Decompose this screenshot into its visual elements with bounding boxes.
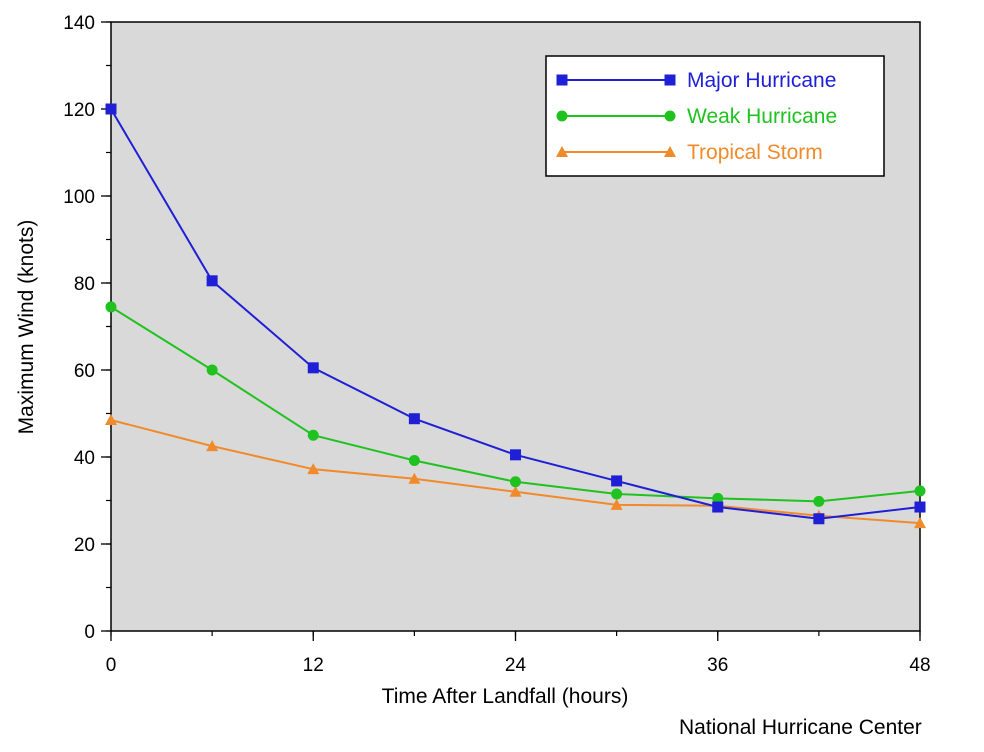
tropical-storm-point xyxy=(408,472,421,484)
weak-hurricane-point xyxy=(206,364,218,376)
legend-items: Major Hurricane Weak Hurricane Tropical St… xyxy=(556,69,837,164)
legend-marker xyxy=(556,146,568,157)
x-axis-title: Time After Landfall (hours) xyxy=(382,685,629,708)
y-tick-label: 120 xyxy=(63,100,95,121)
legend-marker xyxy=(664,146,676,157)
weak-hurricane-point xyxy=(611,488,623,500)
weak-hurricane-point xyxy=(712,492,724,504)
weak-hurricane-point xyxy=(307,429,319,441)
legend-marker xyxy=(556,110,568,122)
y-tick-label: 100 xyxy=(63,187,95,208)
major-hurricane-point xyxy=(307,362,319,374)
series-layer xyxy=(105,103,926,529)
weak-hurricane-point xyxy=(408,454,420,466)
major-hurricane-point xyxy=(611,475,623,487)
x-tick-label: 0 xyxy=(106,655,117,676)
y-axis-title: Maximum Wind (knots) xyxy=(15,220,38,435)
legend-item-weak-hurricane: Weak Hurricane xyxy=(556,105,837,128)
major-hurricane-point xyxy=(408,413,420,425)
tropical-storm-point xyxy=(914,517,926,529)
weak-hurricane-point xyxy=(914,485,926,497)
weak-hurricane-point xyxy=(105,301,117,313)
y-tick-label: 40 xyxy=(74,448,95,469)
y-tick-label: 0 xyxy=(84,622,95,643)
major-hurricane-point xyxy=(813,513,825,525)
weak-hurricane-point xyxy=(813,495,825,507)
legend-marker xyxy=(664,110,676,122)
legend-label: Major Hurricane xyxy=(687,69,836,92)
tick-labels: 0 20 40 60 80 100 120 140 0 12 24 36 48 xyxy=(63,13,930,676)
legend-marker xyxy=(664,74,676,86)
tropical-storm-point xyxy=(509,485,522,497)
series-weak-hurricane xyxy=(105,301,926,507)
x-tick-label: 48 xyxy=(909,655,930,676)
y-tick-label: 60 xyxy=(74,361,95,382)
y-tick-label: 20 xyxy=(74,535,95,556)
major-hurricane-point xyxy=(712,501,724,513)
major-hurricane-point xyxy=(105,103,117,115)
x-tick-label: 12 xyxy=(303,655,324,676)
plot-frame xyxy=(110,21,921,632)
tropical-storm-point xyxy=(610,498,623,510)
x-tick-label: 36 xyxy=(707,655,728,676)
weak-hurricane-point xyxy=(510,476,521,488)
tropical-storm-point xyxy=(307,463,320,475)
tropical-storm-point xyxy=(105,414,117,426)
legend: Major Hurricane Weak Hurricane Tropical St… xyxy=(545,55,885,177)
major-hurricane-point xyxy=(206,275,218,287)
y-tick-label: 140 xyxy=(63,13,95,34)
legend-label: Tropical Storm xyxy=(687,141,823,164)
y-tick-label: 80 xyxy=(74,274,95,295)
source-credit: National Hurricane Center xyxy=(679,716,922,739)
legend-item-tropical-storm: Tropical Storm xyxy=(556,141,823,164)
legend-marker xyxy=(556,74,568,86)
x-tick-label: 24 xyxy=(505,655,527,676)
major-hurricane-point xyxy=(914,501,926,513)
legend-item-major-hurricane: Major Hurricane xyxy=(556,69,836,92)
series-major-hurricane xyxy=(105,103,926,525)
tropical-storm-point xyxy=(206,440,219,452)
major-hurricane-point xyxy=(510,449,521,461)
legend-label: Weak Hurricane xyxy=(687,105,837,128)
